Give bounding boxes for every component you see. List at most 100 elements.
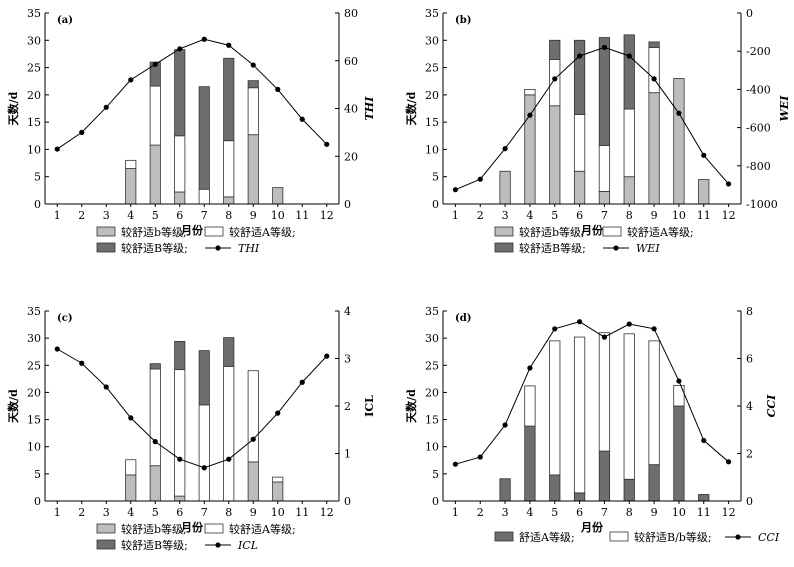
bar-s2-m4 bbox=[125, 159, 137, 169]
right-tick-label: 3 bbox=[344, 353, 351, 366]
line-point-m10 bbox=[676, 110, 682, 116]
x-tick-label: 6 bbox=[576, 506, 583, 519]
line-point-m11 bbox=[299, 116, 305, 122]
line-point-m8 bbox=[626, 321, 632, 327]
x-axis-title: 月份 bbox=[580, 223, 604, 237]
x-tick-label: 4 bbox=[526, 506, 533, 519]
line-point-m6 bbox=[576, 53, 583, 59]
line-point-m2 bbox=[79, 360, 85, 366]
line-point-m9 bbox=[651, 326, 657, 332]
bar-s1-m8 bbox=[623, 478, 635, 502]
legend: 较舒适b等级; 较舒适A等级; 较舒适B等级; WEI bbox=[494, 225, 694, 255]
bar-s2-m10 bbox=[272, 476, 284, 483]
bar-s1-m5 bbox=[149, 144, 161, 205]
panel-label: (a) bbox=[57, 15, 73, 26]
x-tick-label: 9 bbox=[651, 209, 658, 222]
x-tick-label: 3 bbox=[103, 506, 110, 519]
left-tick-label: 0 bbox=[432, 495, 439, 508]
x-tick-label: 3 bbox=[502, 506, 509, 519]
bar-s3-m8 bbox=[223, 57, 235, 142]
series-line-ICL bbox=[56, 348, 328, 469]
left-tick-label: 15 bbox=[425, 116, 439, 129]
x-tick-label: 12 bbox=[722, 506, 736, 519]
legend-swatch bbox=[96, 539, 116, 550]
right-tick-label: -400 bbox=[746, 83, 771, 96]
x-tick-label: 1 bbox=[452, 209, 459, 222]
left-tick-label: 20 bbox=[27, 89, 41, 102]
x-tick-label: 2 bbox=[477, 209, 484, 222]
left-tick-label: 35 bbox=[425, 7, 439, 20]
line-point-m5 bbox=[152, 439, 158, 445]
left-tick-label: 15 bbox=[27, 414, 41, 427]
x-tick-label: 3 bbox=[103, 209, 110, 222]
bar-s1-m9 bbox=[648, 464, 660, 502]
panel-label: (c) bbox=[57, 313, 73, 324]
legend-label: 舒适A等级; bbox=[519, 530, 575, 544]
bar-s1-m6 bbox=[174, 495, 186, 502]
series-line-CCI bbox=[455, 321, 729, 465]
bar-s2-m7 bbox=[198, 188, 210, 205]
x-tick-label: 12 bbox=[320, 506, 334, 519]
line-point-m11 bbox=[701, 152, 707, 158]
bar-s3-m6 bbox=[174, 340, 186, 371]
left-tick-label: 25 bbox=[425, 359, 439, 372]
x-tick-label: 2 bbox=[78, 506, 85, 519]
line-point-m8 bbox=[226, 42, 232, 48]
bar-s1-m6 bbox=[573, 492, 586, 502]
right-tick-label: 0 bbox=[344, 198, 351, 211]
x-tick-label: 11 bbox=[295, 209, 309, 222]
bar-s1-m7 bbox=[598, 450, 611, 502]
bar-s1-m4 bbox=[524, 94, 536, 205]
left-tick-label: 30 bbox=[27, 34, 41, 47]
legend-swatch bbox=[602, 226, 622, 237]
panel-label: (b) bbox=[455, 15, 471, 26]
line-point-m10 bbox=[676, 378, 682, 384]
x-tick-label: 8 bbox=[225, 209, 232, 222]
x-tick-label: 5 bbox=[152, 209, 159, 222]
bar-s1-m4 bbox=[524, 425, 536, 502]
line-point-m3 bbox=[502, 146, 508, 152]
legend-line-marker bbox=[613, 245, 619, 251]
bar-s3-m7 bbox=[198, 350, 210, 406]
line-point-m1 bbox=[452, 461, 459, 467]
bar-s3-m9 bbox=[247, 80, 259, 89]
right-tick-label: 4 bbox=[746, 400, 753, 413]
bar-s1-m5 bbox=[549, 105, 561, 205]
x-tick-label: 8 bbox=[225, 506, 232, 519]
legend-label: 较舒适B等级; bbox=[121, 241, 188, 255]
bar-s3-m9 bbox=[648, 41, 660, 48]
legend-swatch bbox=[96, 226, 116, 237]
line-point-m12 bbox=[324, 353, 330, 359]
right-tick-label: 8 bbox=[746, 305, 753, 318]
bar-s2-m6 bbox=[174, 369, 186, 497]
line-point-m5 bbox=[552, 326, 558, 332]
bar-s2-m9 bbox=[247, 87, 259, 136]
y-axis-title-right: ICL bbox=[363, 395, 376, 417]
x-tick-label: 6 bbox=[176, 506, 183, 519]
x-tick-label: 5 bbox=[152, 506, 159, 519]
left-tick-label: 20 bbox=[27, 386, 41, 399]
line-point-m2 bbox=[79, 129, 85, 135]
bar-s2-m9 bbox=[648, 340, 660, 466]
bar-s3-m6 bbox=[174, 49, 186, 137]
right-tick-label: 0 bbox=[746, 495, 753, 508]
right-tick-label: 6 bbox=[746, 353, 753, 366]
x-tick-label: 6 bbox=[576, 209, 583, 222]
bar-s2-m4 bbox=[524, 385, 536, 427]
legend-label: 较舒适B等级; bbox=[121, 538, 188, 552]
x-tick-label: 11 bbox=[697, 209, 711, 222]
left-tick-label: 10 bbox=[27, 441, 41, 454]
x-tick-label: 9 bbox=[651, 506, 658, 519]
left-tick-label: 5 bbox=[34, 468, 41, 481]
y-axis-title-right: THI bbox=[363, 96, 376, 121]
legend-line-marker bbox=[215, 245, 221, 251]
legend-label: 较舒适B等级; bbox=[519, 241, 586, 255]
y-axis-title-left: 天数/d bbox=[6, 389, 20, 423]
bar-s3-m7 bbox=[598, 37, 611, 147]
bar-s1-m10 bbox=[272, 187, 284, 205]
x-tick-label: 7 bbox=[201, 209, 208, 222]
